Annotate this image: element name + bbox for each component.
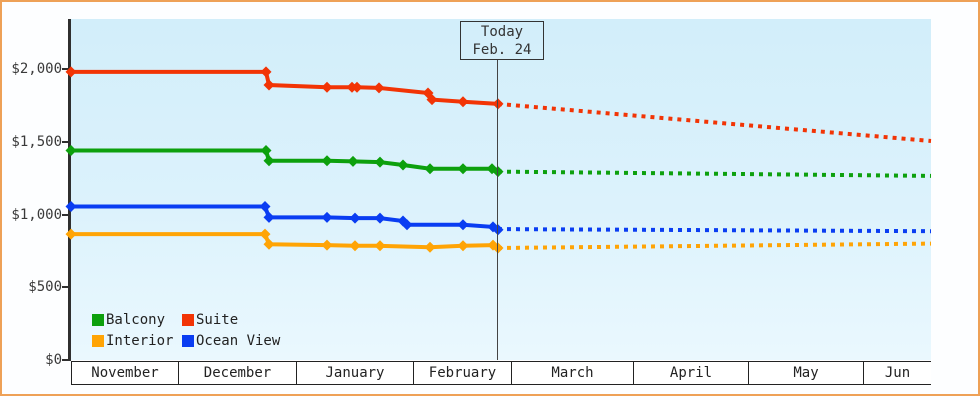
series-projection-interior: [497, 241, 932, 250]
series-marker: [457, 219, 469, 231]
series-marker: [426, 94, 438, 106]
series-marker: [65, 145, 77, 156]
series-marker: [351, 81, 363, 93]
y-tick: [62, 68, 68, 70]
today-date-label: Feb. 24: [472, 42, 532, 58]
today-vertical-line: [497, 60, 498, 360]
legend-item-ocean-view: Ocean View: [182, 333, 280, 349]
legend-swatch-icon: [182, 335, 194, 347]
y-tick-label: $0: [45, 352, 62, 368]
series-marker: [263, 155, 275, 167]
y-axis-line: [68, 19, 71, 361]
series-marker: [260, 66, 272, 78]
series-marker: [373, 82, 385, 94]
y-tick-label: $1,500: [11, 133, 62, 150]
series-marker: [259, 228, 271, 240]
series-marker: [401, 219, 413, 231]
series-marker: [492, 98, 504, 110]
plot-area: [71, 19, 931, 360]
today-label-box: Today Feb. 24: [460, 21, 544, 60]
series-marker: [374, 156, 386, 168]
series-line-ocean-view: [71, 204, 500, 232]
y-tick-label: $500: [28, 279, 62, 296]
series-marker: [259, 201, 271, 212]
series-marker: [457, 163, 469, 175]
series-projection-balcony: [497, 169, 932, 178]
y-tick: [62, 140, 68, 143]
series-marker: [321, 239, 333, 251]
legend-label: Interior: [106, 333, 174, 349]
legend-item-interior: Interior: [92, 333, 182, 349]
y-tick: [62, 359, 68, 361]
series-marker: [263, 211, 275, 223]
series-marker: [457, 96, 469, 108]
legend-item-balcony: Balcony: [92, 312, 182, 328]
legend-swatch-icon: [92, 314, 104, 326]
series-marker: [397, 159, 409, 171]
series-marker: [492, 166, 504, 178]
series-marker: [347, 155, 359, 167]
series-marker: [65, 228, 77, 240]
y-tick: [62, 213, 68, 216]
legend-label: Ocean View: [196, 333, 281, 349]
series-marker: [492, 242, 504, 254]
series-marker: [260, 145, 272, 156]
series-marker: [321, 155, 333, 167]
series-marker: [374, 240, 386, 252]
series-marker: [492, 224, 504, 236]
series-marker: [321, 211, 333, 223]
series-marker: [263, 238, 275, 250]
y-tick-label: $2,000: [11, 61, 62, 77]
series-marker: [349, 212, 361, 224]
series-projection-ocean-view: [497, 227, 932, 234]
series-marker: [263, 79, 275, 91]
today-label: Today: [480, 24, 524, 40]
series-marker: [424, 163, 436, 175]
legend-label: Balcony: [106, 312, 166, 328]
series-marker: [457, 240, 469, 252]
series-svg: [65, 66, 932, 254]
legend-swatch-icon: [92, 335, 104, 347]
legend-swatch-icon: [182, 314, 194, 326]
series-marker: [65, 201, 77, 212]
series-marker: [424, 241, 436, 253]
legend-item-suite: Suite: [182, 312, 280, 328]
y-tick: [62, 286, 68, 289]
series-line-interior: [71, 232, 500, 250]
series-projection-suite: [497, 101, 932, 143]
series-marker: [374, 212, 386, 224]
series-marker: [349, 240, 361, 252]
legend: Balcony Suite Interior Ocean View: [92, 312, 280, 349]
series-marker: [321, 81, 333, 93]
legend-label: Suite: [196, 312, 239, 328]
series-marker: [65, 66, 77, 78]
y-tick-label: $1,000: [11, 206, 62, 223]
